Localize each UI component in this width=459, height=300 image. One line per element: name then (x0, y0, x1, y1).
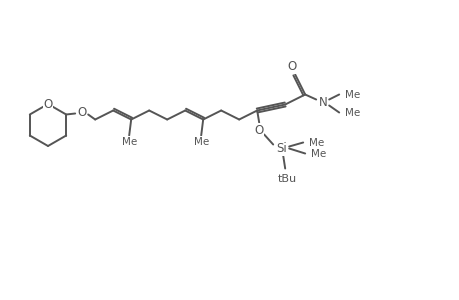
Text: Me: Me (344, 107, 360, 118)
Text: tBu: tBu (277, 175, 296, 184)
Text: O: O (254, 124, 263, 137)
Text: O: O (287, 60, 296, 73)
Text: Me: Me (121, 136, 136, 146)
Text: O: O (78, 106, 87, 119)
Text: Me: Me (344, 89, 360, 100)
Text: Si: Si (275, 142, 286, 155)
Text: Me: Me (308, 137, 324, 148)
Text: O: O (43, 98, 52, 110)
Text: N: N (318, 96, 327, 109)
Text: Me: Me (193, 136, 208, 146)
Text: Me: Me (310, 148, 326, 158)
